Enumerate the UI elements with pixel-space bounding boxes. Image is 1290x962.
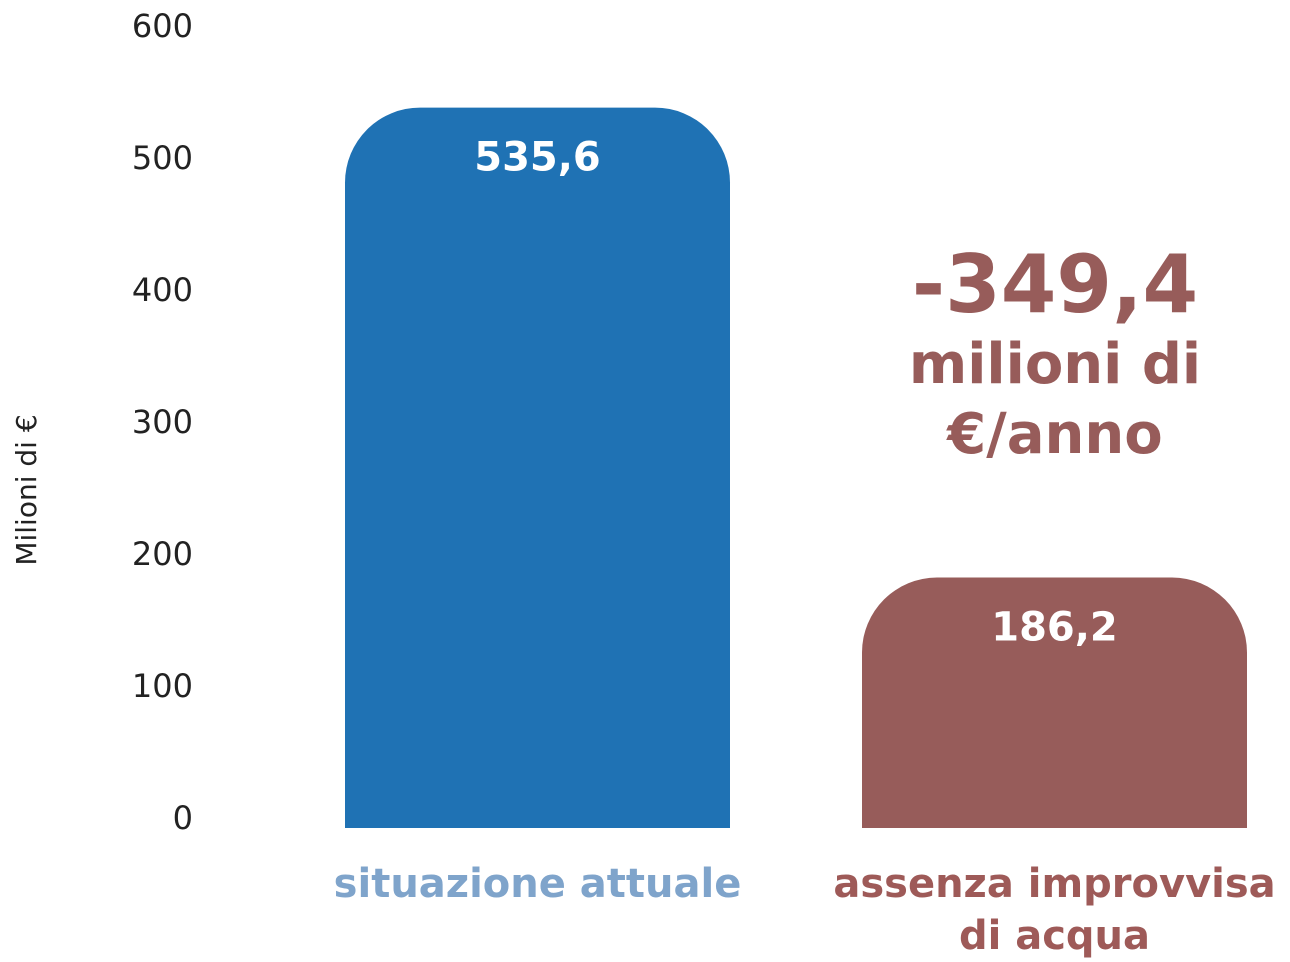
y-tick-label: 500 (132, 139, 193, 177)
annotation: -349,4 milioni di €/anno (880, 240, 1230, 470)
y-tick-label: 0 (173, 799, 193, 837)
category-label: situazione attuale (298, 858, 778, 910)
annotation-value: -349,4 (880, 240, 1230, 330)
y-tick-label: 600 (132, 7, 193, 45)
y-tick-label: 300 (132, 403, 193, 441)
y-tick-label: 400 (132, 271, 193, 309)
value-label: 535,6 (474, 135, 601, 181)
y-tick-label: 200 (132, 535, 193, 573)
annotation-text: milioni di €/anno (880, 330, 1230, 470)
bar (345, 108, 730, 828)
value-label: 186,2 (991, 605, 1118, 651)
y-axis-label: Milioni di € (10, 414, 43, 565)
category-label: assenza improvvisa di acqua (815, 858, 1290, 962)
y-tick-label: 100 (132, 667, 193, 705)
